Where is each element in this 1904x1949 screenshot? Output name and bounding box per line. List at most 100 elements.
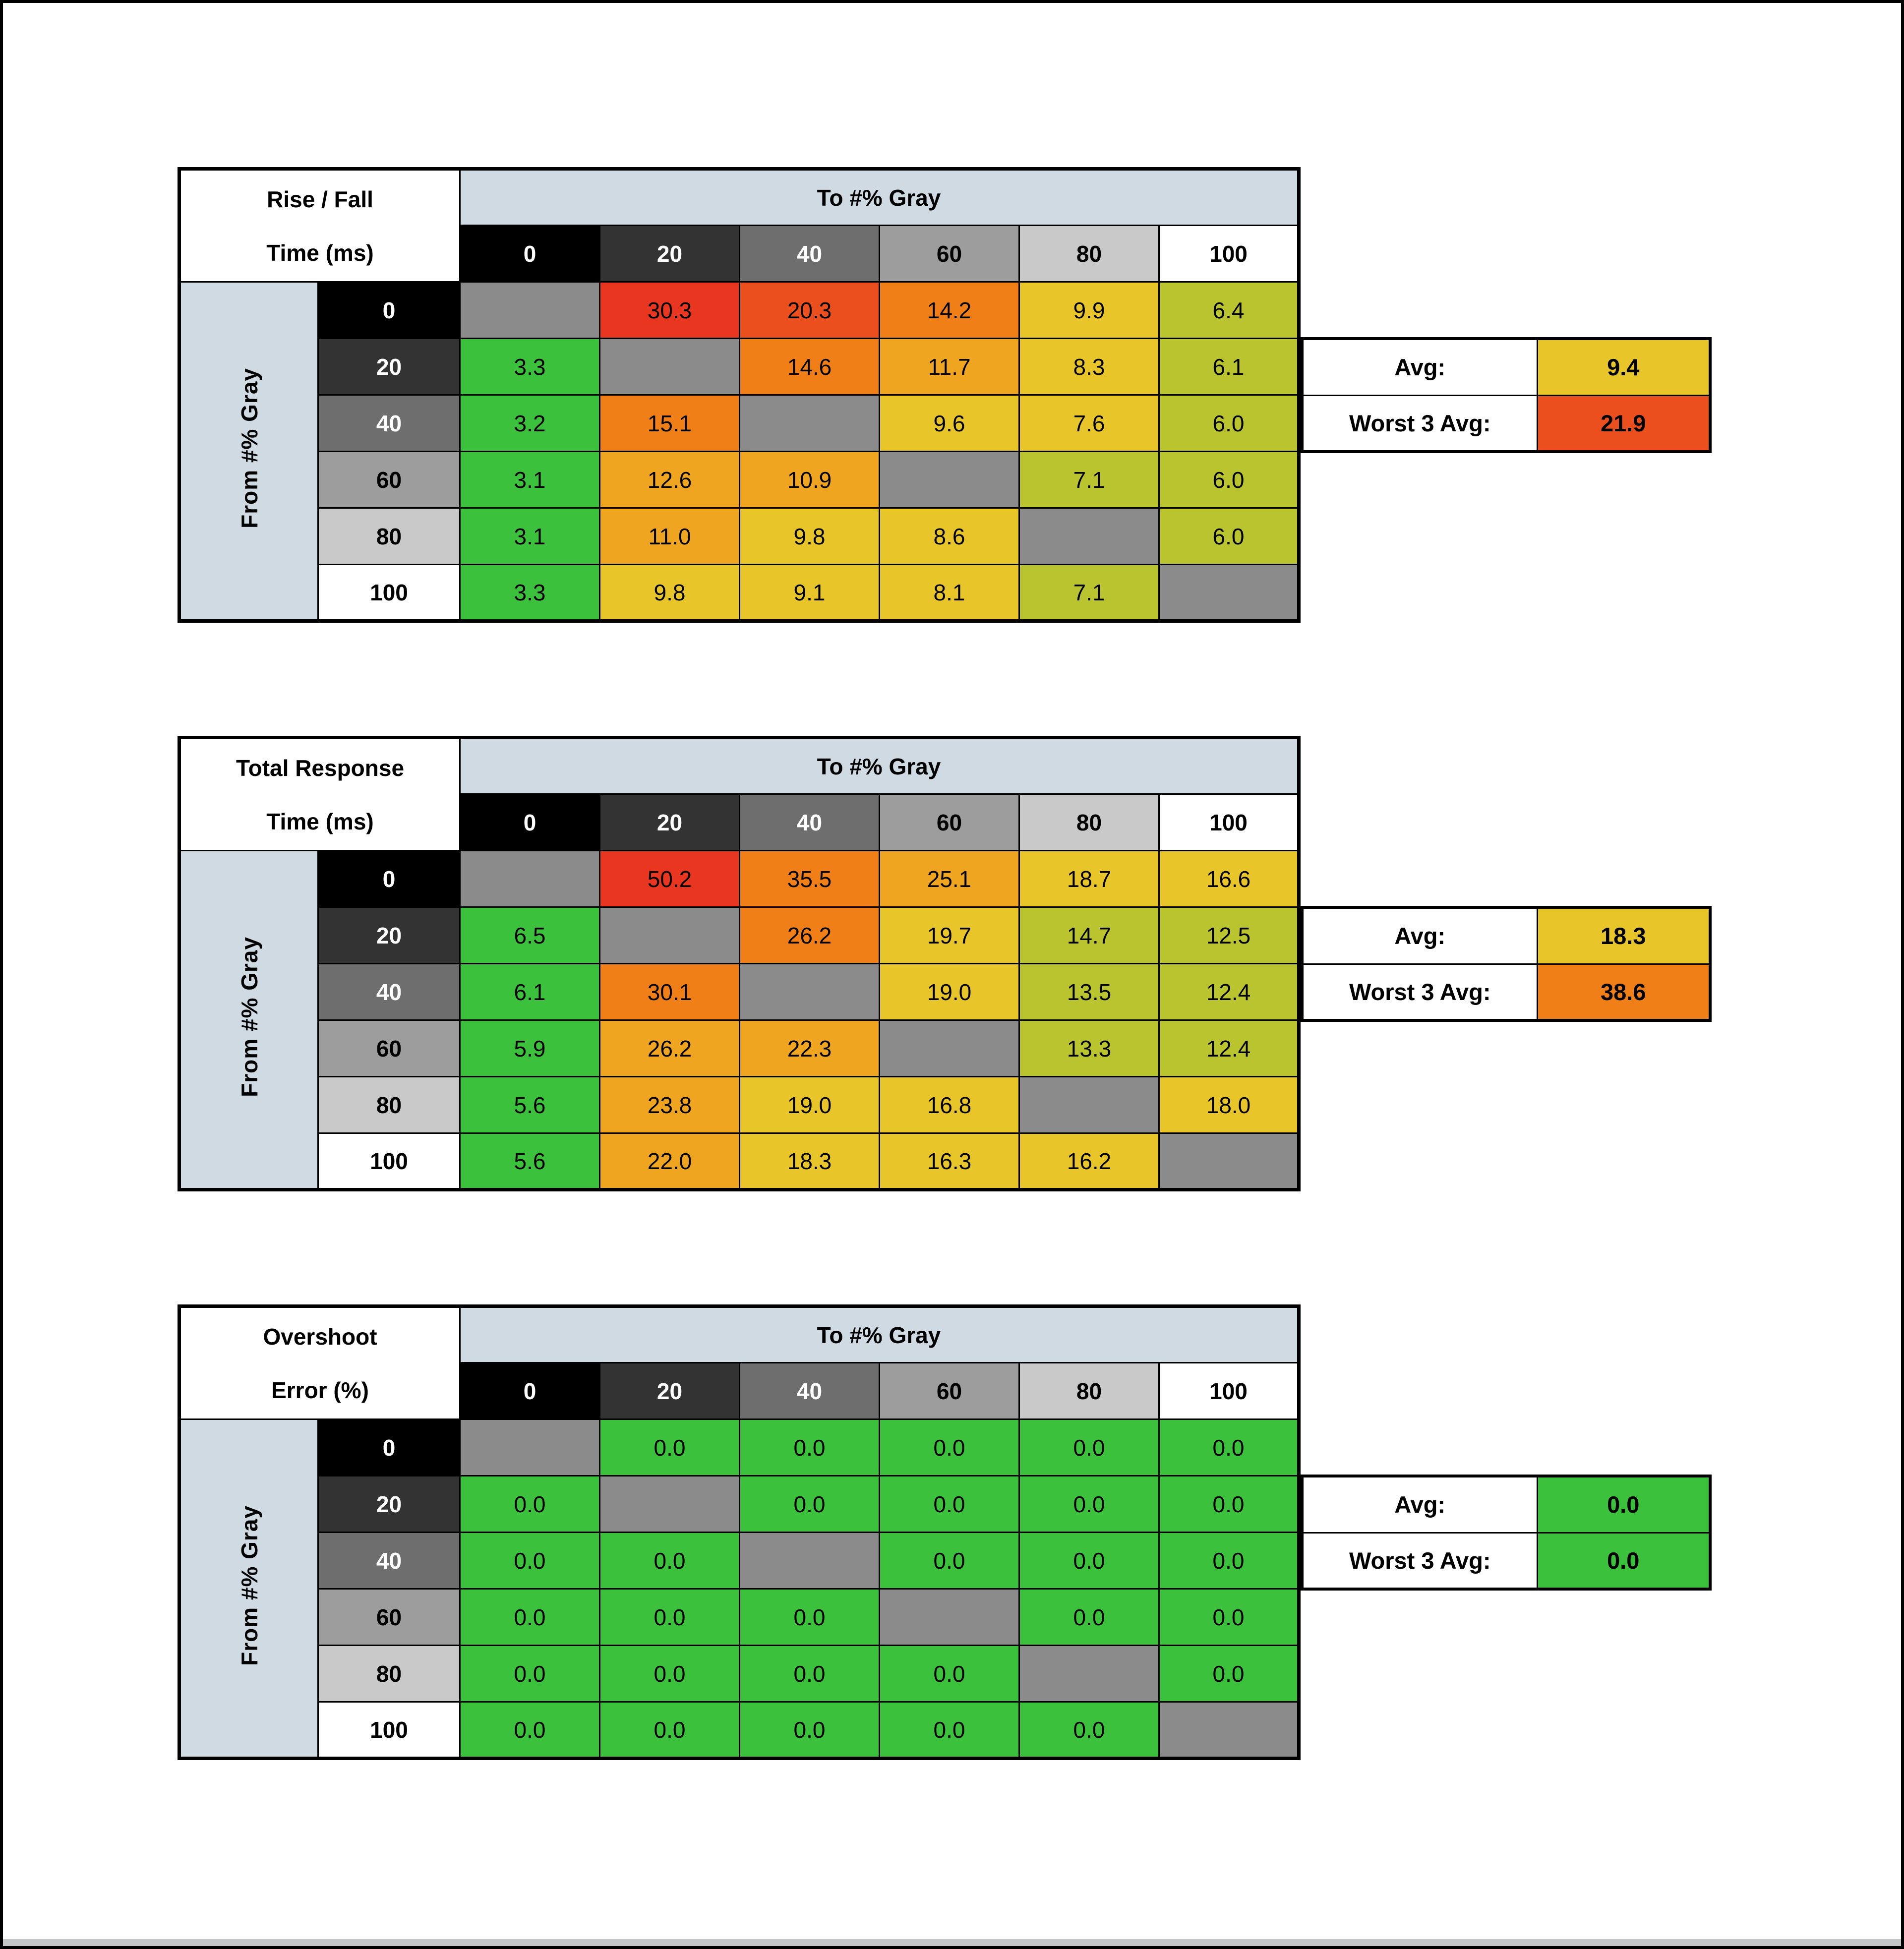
value-cell: 8.6 [879, 507, 1020, 565]
value-cell: 0.0 [459, 1701, 600, 1759]
value-cell: 0.0 [1158, 1588, 1300, 1646]
value-cell: 0.0 [599, 1645, 740, 1703]
value-cell: 0.0 [739, 1645, 880, 1703]
diagonal-cell [1018, 1076, 1160, 1134]
value-cell: 0.0 [879, 1701, 1020, 1759]
col-header-40: 40 [739, 225, 880, 283]
worst3-avg-value: 38.6 [1536, 963, 1711, 1021]
value-cell: 12.5 [1158, 906, 1300, 964]
col-header-60: 60 [879, 225, 1020, 283]
diagonal-cell [599, 338, 740, 396]
value-cell: 6.5 [459, 906, 600, 964]
value-cell: 19.0 [879, 963, 1020, 1021]
worst3-avg-label: Worst 3 Avg: [1301, 1532, 1538, 1590]
rise-fall-time-table: Rise / Fall Time (ms) To #% Gray 0 20 40 60 80 1… [178, 167, 1301, 623]
value-cell: 19.7 [879, 906, 1020, 964]
avg-label: Avg: [1301, 906, 1538, 965]
row-axis-label-cell: From #% Gray [178, 1418, 319, 1759]
col-header-60: 60 [879, 1362, 1020, 1420]
row-axis-label: From #% Gray [236, 368, 262, 529]
value-cell: 18.3 [739, 1132, 880, 1190]
value-cell: 8.3 [1018, 338, 1160, 396]
value-cell: 12.4 [1158, 1019, 1300, 1077]
value-cell: 15.1 [599, 394, 740, 452]
horizontal-scrollbar[interactable] [3, 1939, 1901, 1946]
col-header-100: 100 [1158, 793, 1300, 851]
col-axis-label: To #% Gray [459, 737, 1300, 795]
value-cell: 26.2 [739, 906, 880, 964]
row-header-40: 40 [317, 394, 461, 452]
diagonal-cell [459, 850, 600, 908]
value-cell: 14.2 [879, 281, 1020, 339]
col-header-80: 80 [1018, 1362, 1160, 1420]
value-cell: 14.6 [739, 338, 880, 396]
value-cell: 50.2 [599, 850, 740, 908]
avg-label: Avg: [1301, 338, 1538, 396]
value-cell: 0.0 [879, 1645, 1020, 1703]
value-cell: 6.4 [1158, 281, 1300, 339]
diagonal-cell [459, 1418, 600, 1477]
value-cell: 20.3 [739, 281, 880, 339]
value-cell: 0.0 [459, 1645, 600, 1703]
diagonal-cell [459, 281, 600, 339]
value-cell: 30.3 [599, 281, 740, 339]
value-cell: 0.0 [459, 1588, 600, 1646]
value-cell: 12.4 [1158, 963, 1300, 1021]
value-cell: 0.0 [1018, 1418, 1160, 1477]
diagonal-cell [879, 1019, 1020, 1077]
value-cell: 0.0 [599, 1532, 740, 1590]
col-header-20: 20 [599, 225, 740, 283]
col-header-80: 80 [1018, 793, 1160, 851]
value-cell: 12.6 [599, 451, 740, 509]
value-cell: 9.8 [599, 564, 740, 622]
row-header-60: 60 [317, 1588, 461, 1646]
value-cell: 0.0 [879, 1475, 1020, 1533]
value-cell: 18.0 [1158, 1076, 1300, 1134]
value-cell: 23.8 [599, 1076, 740, 1134]
value-cell: 9.1 [739, 564, 880, 622]
row-header-20: 20 [317, 1475, 461, 1533]
value-cell: 3.1 [459, 451, 600, 509]
value-cell: 13.3 [1018, 1019, 1160, 1077]
col-header-80: 80 [1018, 225, 1160, 283]
worst3-avg-value: 21.9 [1536, 394, 1711, 453]
diagonal-cell [1158, 564, 1300, 622]
row-header-0: 0 [317, 850, 461, 908]
value-cell: 11.7 [879, 338, 1020, 396]
table-title-line2: Time (ms) [266, 239, 374, 266]
value-cell: 0.0 [1018, 1532, 1160, 1590]
value-cell: 3.3 [459, 564, 600, 622]
diagonal-cell [739, 394, 880, 452]
row-axis-label: From #% Gray [236, 1505, 262, 1666]
row-header-60: 60 [317, 451, 461, 509]
total-response-time-title: Total Response Time (ms) [178, 737, 461, 851]
value-cell: 16.3 [879, 1132, 1020, 1190]
value-cell: 0.0 [879, 1532, 1020, 1590]
avg-value: 0.0 [1536, 1475, 1711, 1534]
value-cell: 3.2 [459, 394, 600, 452]
col-header-20: 20 [599, 1362, 740, 1420]
value-cell: 0.0 [739, 1418, 880, 1477]
row-axis-label: From #% Gray [236, 937, 262, 1097]
col-header-40: 40 [739, 1362, 880, 1420]
rise-fall-time-block: Rise / Fall Time (ms) To #% Gray 0 20 40 60 80 1… [178, 167, 1712, 623]
overshoot-error-title: Overshoot Error (%) [178, 1305, 461, 1420]
value-cell: 16.6 [1158, 850, 1300, 908]
total-response-time-table: Total Response Time (ms) To #% Gray 0 20 40 60… [178, 736, 1301, 1191]
value-cell: 0.0 [459, 1532, 600, 1590]
value-cell: 8.1 [879, 564, 1020, 622]
value-cell: 0.0 [1158, 1645, 1300, 1703]
overshoot-error-table: Overshoot Error (%) To #% Gray 0 20 40 60 80 100… [178, 1304, 1301, 1760]
value-cell: 0.0 [1158, 1418, 1300, 1477]
col-header-40: 40 [739, 793, 880, 851]
value-cell: 16.2 [1018, 1132, 1160, 1190]
total-response-time-summary: Avg: 18.3 Worst 3 Avg: 38.6 [1301, 906, 1712, 1022]
col-header-60: 60 [879, 793, 1020, 851]
value-cell: 6.0 [1158, 451, 1300, 509]
value-cell: 5.6 [459, 1076, 600, 1134]
value-cell: 0.0 [599, 1701, 740, 1759]
col-axis-label: To #% Gray [459, 168, 1300, 226]
value-cell: 5.6 [459, 1132, 600, 1190]
value-cell: 3.1 [459, 507, 600, 565]
row-axis-label-cell: From #% Gray [178, 281, 319, 622]
